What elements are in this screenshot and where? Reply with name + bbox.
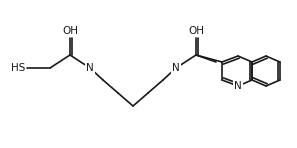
Text: N: N xyxy=(234,81,242,91)
Text: N: N xyxy=(172,63,180,73)
Text: OH: OH xyxy=(188,26,204,36)
Text: HS: HS xyxy=(11,63,25,73)
Text: OH: OH xyxy=(62,26,78,36)
Text: N: N xyxy=(86,63,94,73)
